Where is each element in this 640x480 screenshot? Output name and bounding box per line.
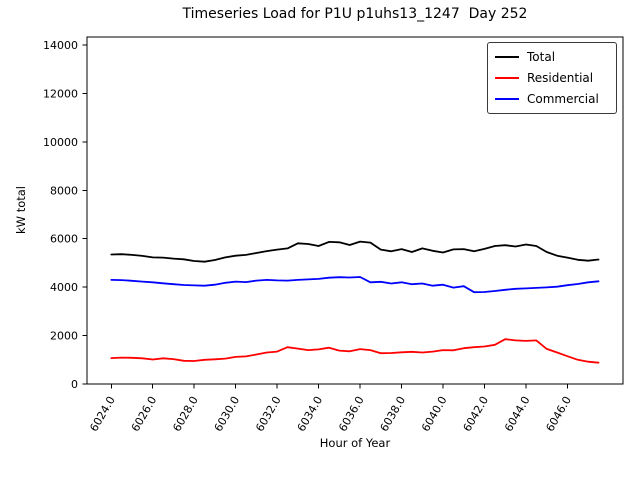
x-tick-label: 6024.0 bbox=[87, 394, 118, 434]
y-tick-label: 6000 bbox=[50, 233, 78, 246]
legend-item-residential: Residential bbox=[495, 70, 609, 86]
legend-label-total: Total bbox=[527, 50, 556, 64]
legend-label-residential: Residential bbox=[527, 71, 594, 85]
x-tick-label: 6044.0 bbox=[502, 394, 533, 434]
y-tick-label: 8000 bbox=[50, 184, 78, 197]
axes-spines bbox=[86, 36, 624, 385]
series-line-total bbox=[110, 240, 600, 263]
legend-line-sample-residential bbox=[495, 77, 519, 79]
x-tick-label: 6036.0 bbox=[336, 394, 367, 434]
x-tick-label: 6030.0 bbox=[212, 394, 243, 434]
y-tick-label: 4000 bbox=[50, 281, 78, 294]
x-tick-label: 6046.0 bbox=[544, 394, 575, 434]
legend-line-sample-commercial bbox=[495, 98, 519, 100]
y-axis-label: kW total bbox=[14, 186, 28, 234]
x-tick-label: 6032.0 bbox=[253, 394, 284, 434]
y-tick-label: 10000 bbox=[43, 136, 78, 149]
y-tick-label: 14000 bbox=[43, 39, 78, 52]
y-tick-label: 2000 bbox=[50, 330, 78, 343]
x-tick-label: 6034.0 bbox=[295, 394, 326, 434]
x-tick-label: 6042.0 bbox=[461, 394, 492, 434]
x-tick-label: 6028.0 bbox=[170, 394, 201, 434]
x-tick-label: 6038.0 bbox=[378, 394, 409, 434]
legend: Total Residential Commercial bbox=[487, 42, 617, 114]
legend-label-commercial: Commercial bbox=[527, 92, 599, 106]
y-tick-label: 12000 bbox=[43, 87, 78, 100]
series-line-residential bbox=[110, 338, 600, 364]
legend-item-commercial: Commercial bbox=[495, 91, 609, 107]
x-tick-label: 6040.0 bbox=[419, 394, 450, 434]
legend-item-total: Total bbox=[495, 49, 609, 65]
legend-line-sample-total bbox=[495, 56, 519, 58]
x-axis-label: Hour of Year bbox=[319, 436, 391, 450]
y-tick-label: 0 bbox=[71, 378, 78, 391]
chart-title: Timeseries Load for P1U p1uhs13_1247 Day… bbox=[182, 6, 528, 22]
x-tick-label: 6026.0 bbox=[129, 394, 160, 434]
series-line-commercial bbox=[110, 276, 600, 294]
